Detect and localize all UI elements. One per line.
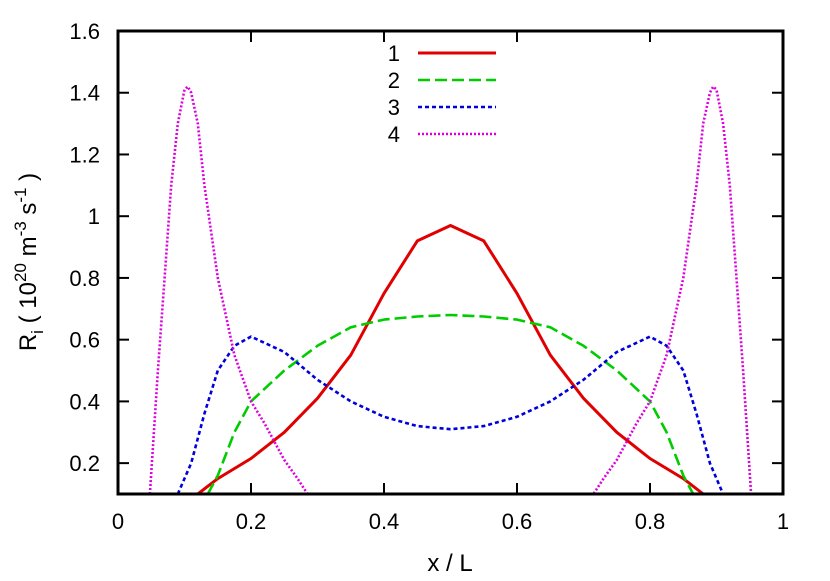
y-axis-label: Ri ( 1020 m-3 s-1 ) <box>11 173 47 351</box>
x-tick-label: 0.6 <box>502 509 533 534</box>
x-tick-label: 0.8 <box>635 509 666 534</box>
legend-label-2: 2 <box>388 68 400 93</box>
y-tick-label: 0.2 <box>69 451 100 476</box>
ticks-layer: 0 0.2 0.4 0.6 0.8 1 0.2 0.4 0.6 0.8 1 1.2 1.4 1.6 <box>69 19 789 534</box>
y-tick-label: 1.6 <box>69 19 100 44</box>
y-tick-label: 0.8 <box>69 266 100 291</box>
x-axis-label: x / L <box>427 550 472 577</box>
x-tick-label: 0.4 <box>369 509 400 534</box>
y-tick-label: 0.4 <box>69 389 100 414</box>
series-3-line <box>176 335 725 494</box>
series-layer <box>148 85 753 494</box>
x-tick-label: 1 <box>777 509 789 534</box>
series-4-line <box>148 85 753 494</box>
plot-frame <box>116 29 785 496</box>
x-tick-label: 0.2 <box>236 509 267 534</box>
y-tick-label: 0.6 <box>69 328 100 353</box>
y-tick-label: 1 <box>88 204 100 229</box>
series-2-line <box>206 313 695 494</box>
y-tick-label: 1.2 <box>69 142 100 167</box>
series-1-line <box>196 224 705 494</box>
x-tick-label: 0 <box>112 509 124 534</box>
y-tick-label: 1.4 <box>69 81 100 106</box>
legend-label-4: 4 <box>388 122 400 147</box>
legend-label-3: 3 <box>388 95 400 120</box>
legend-label-1: 1 <box>388 41 400 66</box>
